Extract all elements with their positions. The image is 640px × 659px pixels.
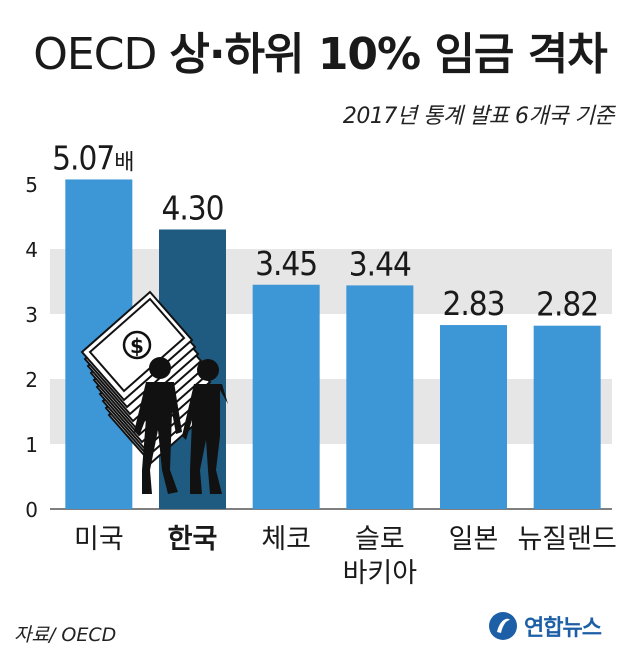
category-label: 한국 [168, 524, 218, 555]
y-tick-label: 0 [25, 498, 38, 522]
bar-chart: 0 1 2 3 4 5 5.07배 4.30 3.45 3.44 2.83 2.82 미국 한국 체코 슬로바… [25, 138, 617, 589]
y-tick-label: 3 [25, 303, 38, 327]
source-note: 자료/ OECD [14, 624, 117, 646]
data-label: 5.07배 [52, 138, 133, 177]
bar [346, 285, 414, 509]
grid-band [50, 249, 612, 314]
category-label: 뉴질랜드 [517, 524, 616, 555]
y-tick-label: 1 [25, 433, 38, 457]
category-label: 체코 [261, 524, 311, 555]
category-label: 미국 [74, 524, 124, 555]
money-people-illustration: $ [80, 290, 228, 494]
yonhap-logo: 연합뉴스 [488, 606, 602, 646]
title-main: 상·하위 10% 임금 격차 [169, 29, 607, 80]
y-tick-label: 5 [25, 173, 38, 197]
category-label: 일본 [449, 524, 499, 555]
data-label: 3.45 [255, 244, 317, 283]
y-tick-label: 2 [25, 368, 38, 392]
bar [252, 284, 320, 509]
chart-subtitle: 2017년 통계 발표 6개국 기준 [342, 104, 615, 129]
bar [533, 325, 601, 509]
chart-title: OECD 상·하위 10% 임금 격차 [0, 18, 640, 82]
svg-text:$: $ [130, 334, 144, 358]
data-label: 4.30 [161, 189, 223, 228]
yonhap-logo-icon [489, 612, 517, 640]
category-label: 바키아 [343, 558, 418, 589]
data-label: 2.82 [536, 285, 598, 324]
logo-text: 연합뉴스 [524, 616, 602, 641]
data-label: 3.44 [349, 244, 411, 283]
bar [440, 325, 507, 509]
y-tick-label: 4 [25, 238, 38, 262]
data-label: 2.83 [442, 284, 504, 323]
unit-suffix: 배 [114, 150, 133, 175]
category-label: 슬로 [355, 524, 405, 555]
title-prefix: OECD [33, 29, 157, 80]
